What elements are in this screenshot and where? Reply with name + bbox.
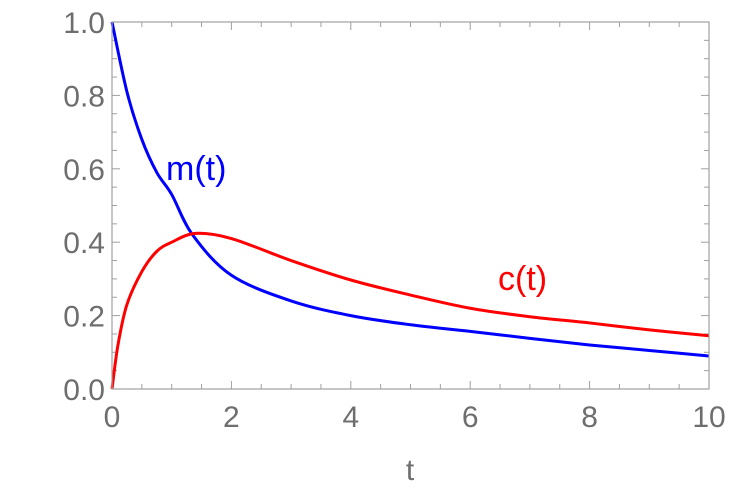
x-tick-label: 0 <box>104 401 121 434</box>
series-line-m <box>110 21 710 358</box>
plot-frame <box>111 21 710 390</box>
curve-label-c: c(t) <box>498 260 547 298</box>
y-tick-label: 0.8 <box>63 80 105 113</box>
tick-labels: 0 2 4 6 8 10 0.0 0.2 0.4 0.6 0.8 1.0 <box>63 7 725 434</box>
x-tick-label: 8 <box>581 401 598 434</box>
y-tick-label: 0.0 <box>63 374 105 407</box>
x-tick-label: 10 <box>692 401 725 434</box>
y-tick-label: 0.6 <box>63 154 105 187</box>
y-tick-label: 0.2 <box>63 301 105 334</box>
x-axis-label: t <box>406 454 415 487</box>
y-tick-label: 1.0 <box>63 7 105 40</box>
x-tick-label: 2 <box>223 401 240 434</box>
ticks <box>111 21 710 390</box>
x-tick-label: 6 <box>462 401 479 434</box>
series-line-c <box>110 231 710 390</box>
x-tick-label: 4 <box>342 401 359 434</box>
y-tick-label: 0.4 <box>63 227 105 260</box>
curve-label-m: m(t) <box>166 150 226 188</box>
series-lines <box>110 21 710 390</box>
